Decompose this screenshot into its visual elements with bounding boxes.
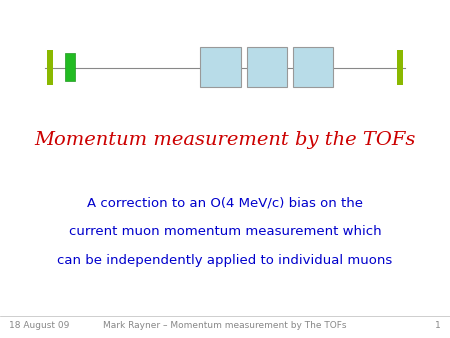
Text: Mark Rayner – Momentum measurement by The TOFs: Mark Rayner – Momentum measurement by Th… — [103, 320, 347, 330]
Text: 18 August 09: 18 August 09 — [9, 320, 69, 330]
Bar — [397, 50, 403, 85]
Bar — [247, 47, 287, 87]
Text: can be independently applied to individual muons: can be independently applied to individu… — [58, 254, 392, 267]
Text: 1: 1 — [435, 320, 441, 330]
Text: A correction to an O(4 MeV/c) bias on the: A correction to an O(4 MeV/c) bias on th… — [87, 196, 363, 209]
Bar — [200, 47, 241, 87]
Bar — [65, 53, 75, 81]
Bar — [47, 50, 53, 85]
Text: current muon momentum measurement which: current muon momentum measurement which — [69, 225, 381, 238]
Bar — [293, 47, 333, 87]
Text: Momentum measurement by the TOFs: Momentum measurement by the TOFs — [34, 131, 416, 149]
